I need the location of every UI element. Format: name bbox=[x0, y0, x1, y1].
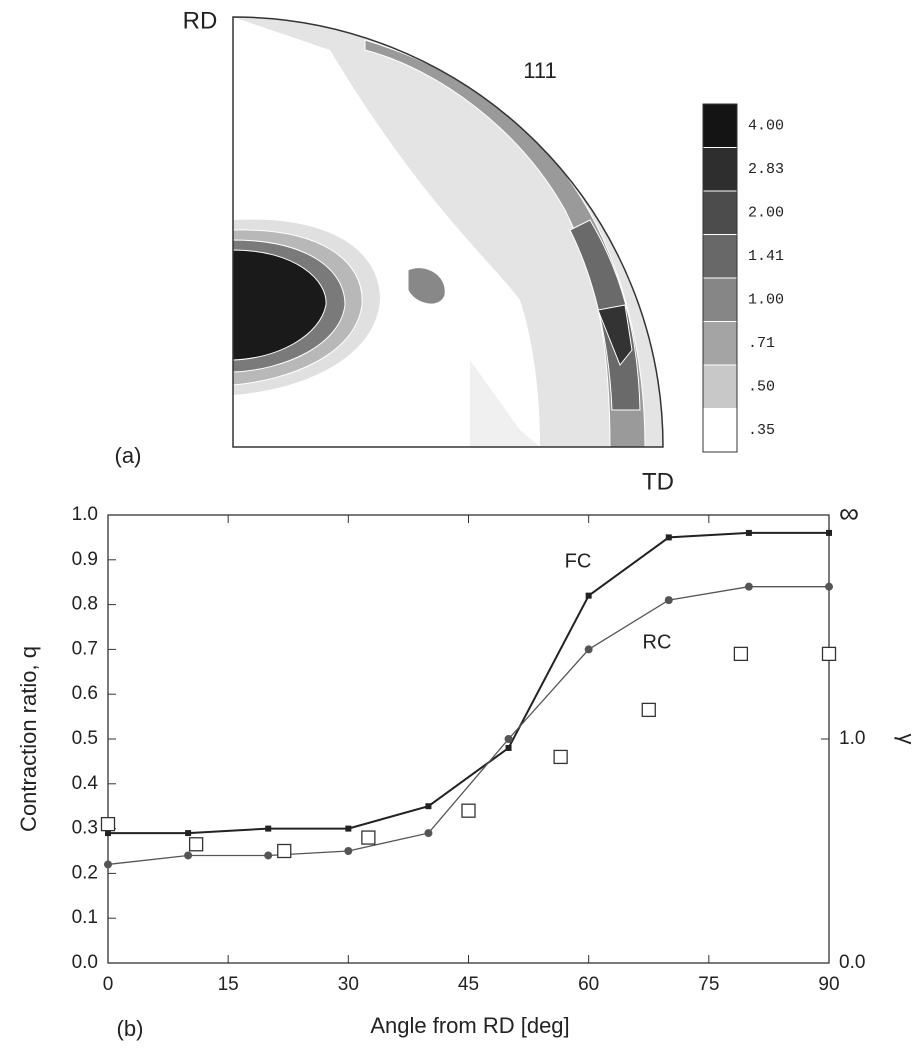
marker bbox=[100, 816, 116, 832]
x-tick-label: 75 bbox=[698, 974, 719, 995]
marker bbox=[553, 749, 568, 765]
pole-figure-contours bbox=[233, 17, 663, 447]
x-tick-label: 90 bbox=[818, 974, 839, 995]
colorbar-level bbox=[702, 103, 738, 148]
series-line bbox=[107, 586, 829, 866]
marker bbox=[424, 829, 433, 838]
marker bbox=[344, 847, 353, 855]
marker bbox=[264, 851, 273, 860]
colorbar-level bbox=[702, 321, 738, 366]
y2-tick-label: ∞ bbox=[839, 497, 859, 528]
colorbar-level bbox=[702, 408, 738, 453]
y2-tick-label: 1.0 bbox=[839, 728, 865, 749]
x-tick-label: 15 bbox=[218, 974, 239, 995]
marker bbox=[641, 702, 656, 718]
colorbar-level bbox=[702, 364, 738, 409]
x-tick-label: 45 bbox=[458, 974, 479, 995]
colorbar-label: 2.00 bbox=[748, 205, 784, 222]
marker bbox=[825, 582, 833, 591]
y-tick-label: 0.1 bbox=[72, 907, 98, 928]
marker bbox=[665, 534, 672, 541]
marker bbox=[188, 837, 204, 852]
colorbar-level bbox=[702, 234, 738, 279]
colorbar-label: 1.41 bbox=[748, 248, 784, 265]
colorbar-label: 2.83 bbox=[748, 161, 784, 178]
x-axis-title: Angle from RD [deg] bbox=[370, 1013, 569, 1038]
marker bbox=[664, 596, 673, 605]
marker bbox=[505, 744, 512, 751]
x-tick-label: 30 bbox=[338, 974, 359, 995]
colorbar-level bbox=[702, 277, 738, 322]
y-tick-label: 0.7 bbox=[72, 638, 98, 659]
marker bbox=[504, 735, 513, 743]
x-tick-label: 0 bbox=[103, 974, 114, 995]
td-label: TD bbox=[642, 468, 674, 495]
colorbar-label: .50 bbox=[748, 379, 775, 396]
y-axis-title: Contraction ratio, q bbox=[16, 646, 41, 832]
marker bbox=[104, 860, 112, 869]
y-tick-label: 0.8 bbox=[72, 594, 98, 615]
marker bbox=[826, 529, 832, 536]
marker bbox=[345, 825, 352, 832]
series-label: RC bbox=[643, 631, 672, 653]
marker bbox=[461, 803, 476, 818]
marker bbox=[585, 592, 592, 599]
y-tick-label: 1.0 bbox=[72, 504, 98, 525]
y-tick-label: 0.6 bbox=[72, 683, 98, 704]
marker bbox=[184, 851, 193, 860]
plot-frame bbox=[107, 514, 830, 964]
panel-label: (b) bbox=[117, 1016, 144, 1041]
series-label: FC bbox=[565, 550, 592, 572]
marker bbox=[361, 830, 376, 845]
colorbar-frame bbox=[702, 103, 738, 453]
y-tick-label: 0.2 bbox=[72, 862, 98, 883]
colorbar-label: .35 bbox=[748, 422, 775, 439]
y-tick-label: 0.0 bbox=[72, 952, 98, 973]
y-tick-label: 0.3 bbox=[72, 818, 98, 839]
marker bbox=[185, 830, 192, 837]
pole-title: 111 bbox=[523, 58, 556, 83]
pole-figure-outline bbox=[232, 16, 664, 448]
y-tick-label: 0.5 bbox=[72, 728, 98, 749]
marker bbox=[744, 582, 753, 591]
y-tick-label: 0.9 bbox=[72, 549, 98, 570]
marker bbox=[277, 843, 292, 859]
marker bbox=[745, 529, 752, 536]
marker bbox=[733, 646, 749, 662]
y2-tick-label: 0.0 bbox=[839, 952, 865, 973]
colorbar-label: 1.00 bbox=[748, 292, 784, 309]
y2-axis-title: γ bbox=[894, 734, 918, 745]
colorbar-level bbox=[702, 147, 738, 192]
colorbar-level bbox=[702, 190, 738, 235]
marker bbox=[425, 803, 432, 810]
y-tick-label: 0.4 bbox=[72, 773, 99, 794]
marker bbox=[821, 646, 837, 662]
rd-label: RD bbox=[183, 7, 218, 34]
marker bbox=[265, 825, 272, 832]
colorbar-label: .71 bbox=[748, 335, 775, 352]
marker bbox=[105, 830, 111, 837]
marker bbox=[584, 645, 593, 654]
x-tick-label: 60 bbox=[578, 974, 599, 995]
colorbar-label: 4.00 bbox=[748, 118, 784, 135]
series-line bbox=[108, 531, 829, 835]
panel-label: (a) bbox=[115, 443, 142, 468]
